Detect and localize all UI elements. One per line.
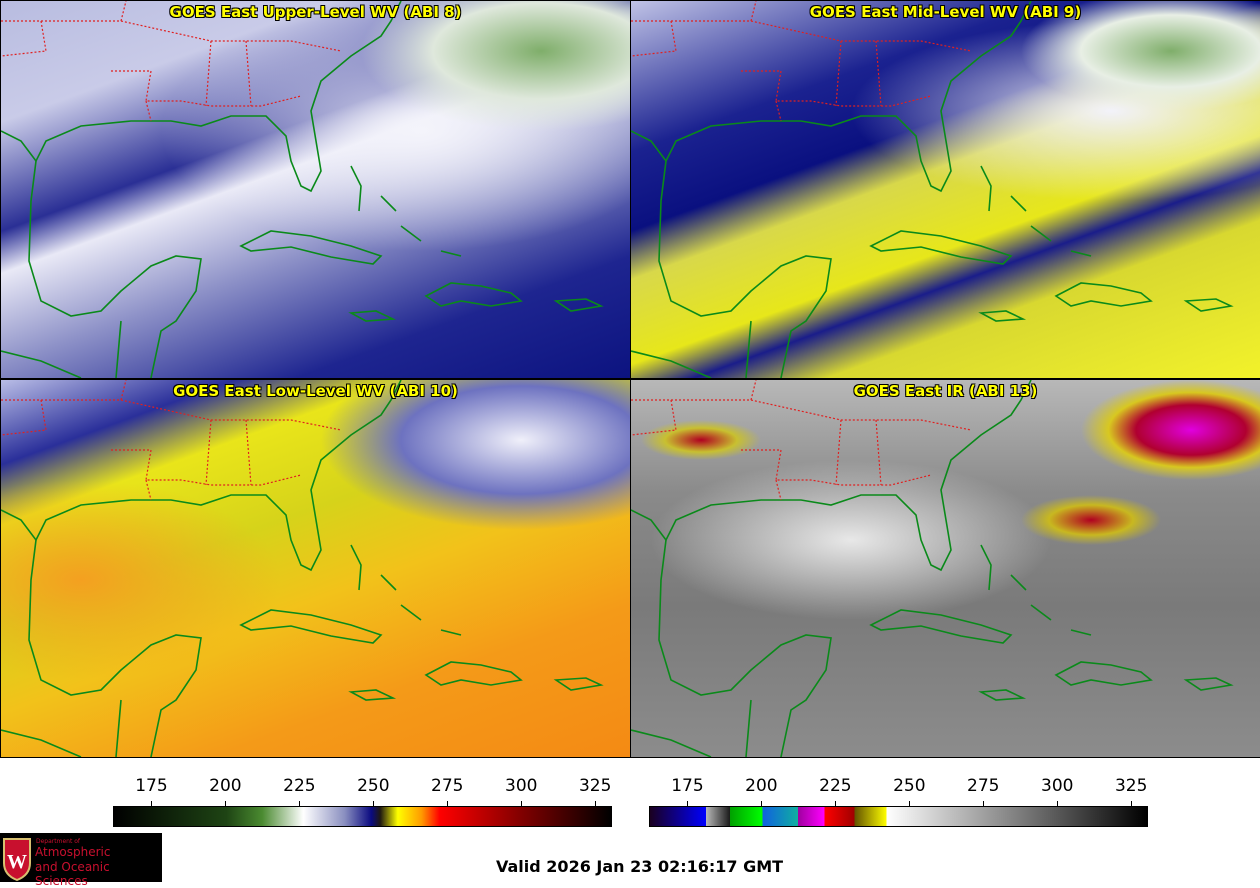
colorbar-tick <box>687 801 689 806</box>
colorbar-tick-label: 200 <box>209 776 242 796</box>
colorbar-tick-label: 275 <box>967 776 1000 796</box>
colorbar-tick <box>595 801 597 806</box>
colorbar-tick-label: 300 <box>505 776 538 796</box>
colorbar-tick-label: 275 <box>431 776 464 796</box>
colorbar-tick-label: 200 <box>745 776 778 796</box>
colorbar-tick <box>983 801 985 806</box>
map-overlay <box>631 380 1260 757</box>
uw-crest-icon: W <box>3 838 31 882</box>
colorbar-tick <box>1057 801 1059 806</box>
colorbar-tick-label: 325 <box>1114 776 1148 796</box>
colorbar-tick-label: 300 <box>1041 776 1074 796</box>
logo-line-1: Department of <box>36 838 80 845</box>
colorbar-tick-label: 175 <box>671 776 704 796</box>
colorbar-tick <box>909 801 911 806</box>
logo-line-3: and Oceanic Sciences <box>35 860 110 888</box>
colorbar-tick-label: 250 <box>893 776 926 796</box>
colorbar-tick <box>299 801 301 806</box>
map-overlay <box>631 1 1260 378</box>
colorbar-tick <box>447 801 449 806</box>
colorbar-tick <box>151 801 153 806</box>
colorbar-tick <box>373 801 375 806</box>
panel-title: GOES East IR (ABI 13) <box>853 382 1038 400</box>
map-overlay <box>1 380 630 757</box>
valid-time: Valid 2026 Jan 23 02:16:17 GMT <box>496 857 784 876</box>
colorbar-tick <box>761 801 763 806</box>
map-overlay <box>1 1 630 378</box>
panel-mid-level-wv: GOES East Mid-Level WV (ABI 9) <box>630 0 1260 379</box>
colorbar-tick <box>521 801 523 806</box>
panel-low-level-wv: GOES East Low-Level WV (ABI 10) <box>0 379 631 758</box>
panel-title: GOES East Mid-Level WV (ABI 9) <box>809 3 1082 21</box>
colorbar-tick-label: 175 <box>135 776 168 796</box>
colorbar-tick-label: 250 <box>357 776 390 796</box>
colorbar-tick <box>1131 801 1133 806</box>
panel-title: GOES East Upper-Level WV (ABI 8) <box>169 3 462 21</box>
colorbar-tick <box>835 801 837 806</box>
aos-logo: W Department of Atmospheric and Oceanic … <box>0 833 162 888</box>
svg-text:W: W <box>7 851 27 873</box>
colorbar-tick-label: 225 <box>819 776 852 796</box>
panel-ir: GOES East IR (ABI 13) <box>630 379 1260 758</box>
colorbar-tick-label: 325 <box>578 776 612 796</box>
colorbar-water-vapor <box>113 806 612 827</box>
colorbar-tick-label: 225 <box>283 776 316 796</box>
panel-upper-level-wv: GOES East Upper-Level WV (ABI 8) <box>0 0 631 379</box>
panel-title: GOES East Low-Level WV (ABI 10) <box>173 382 458 400</box>
logo-line-2: Atmospheric <box>35 845 111 859</box>
colorbar-infrared <box>649 806 1148 827</box>
colorbar-tick <box>225 801 227 806</box>
